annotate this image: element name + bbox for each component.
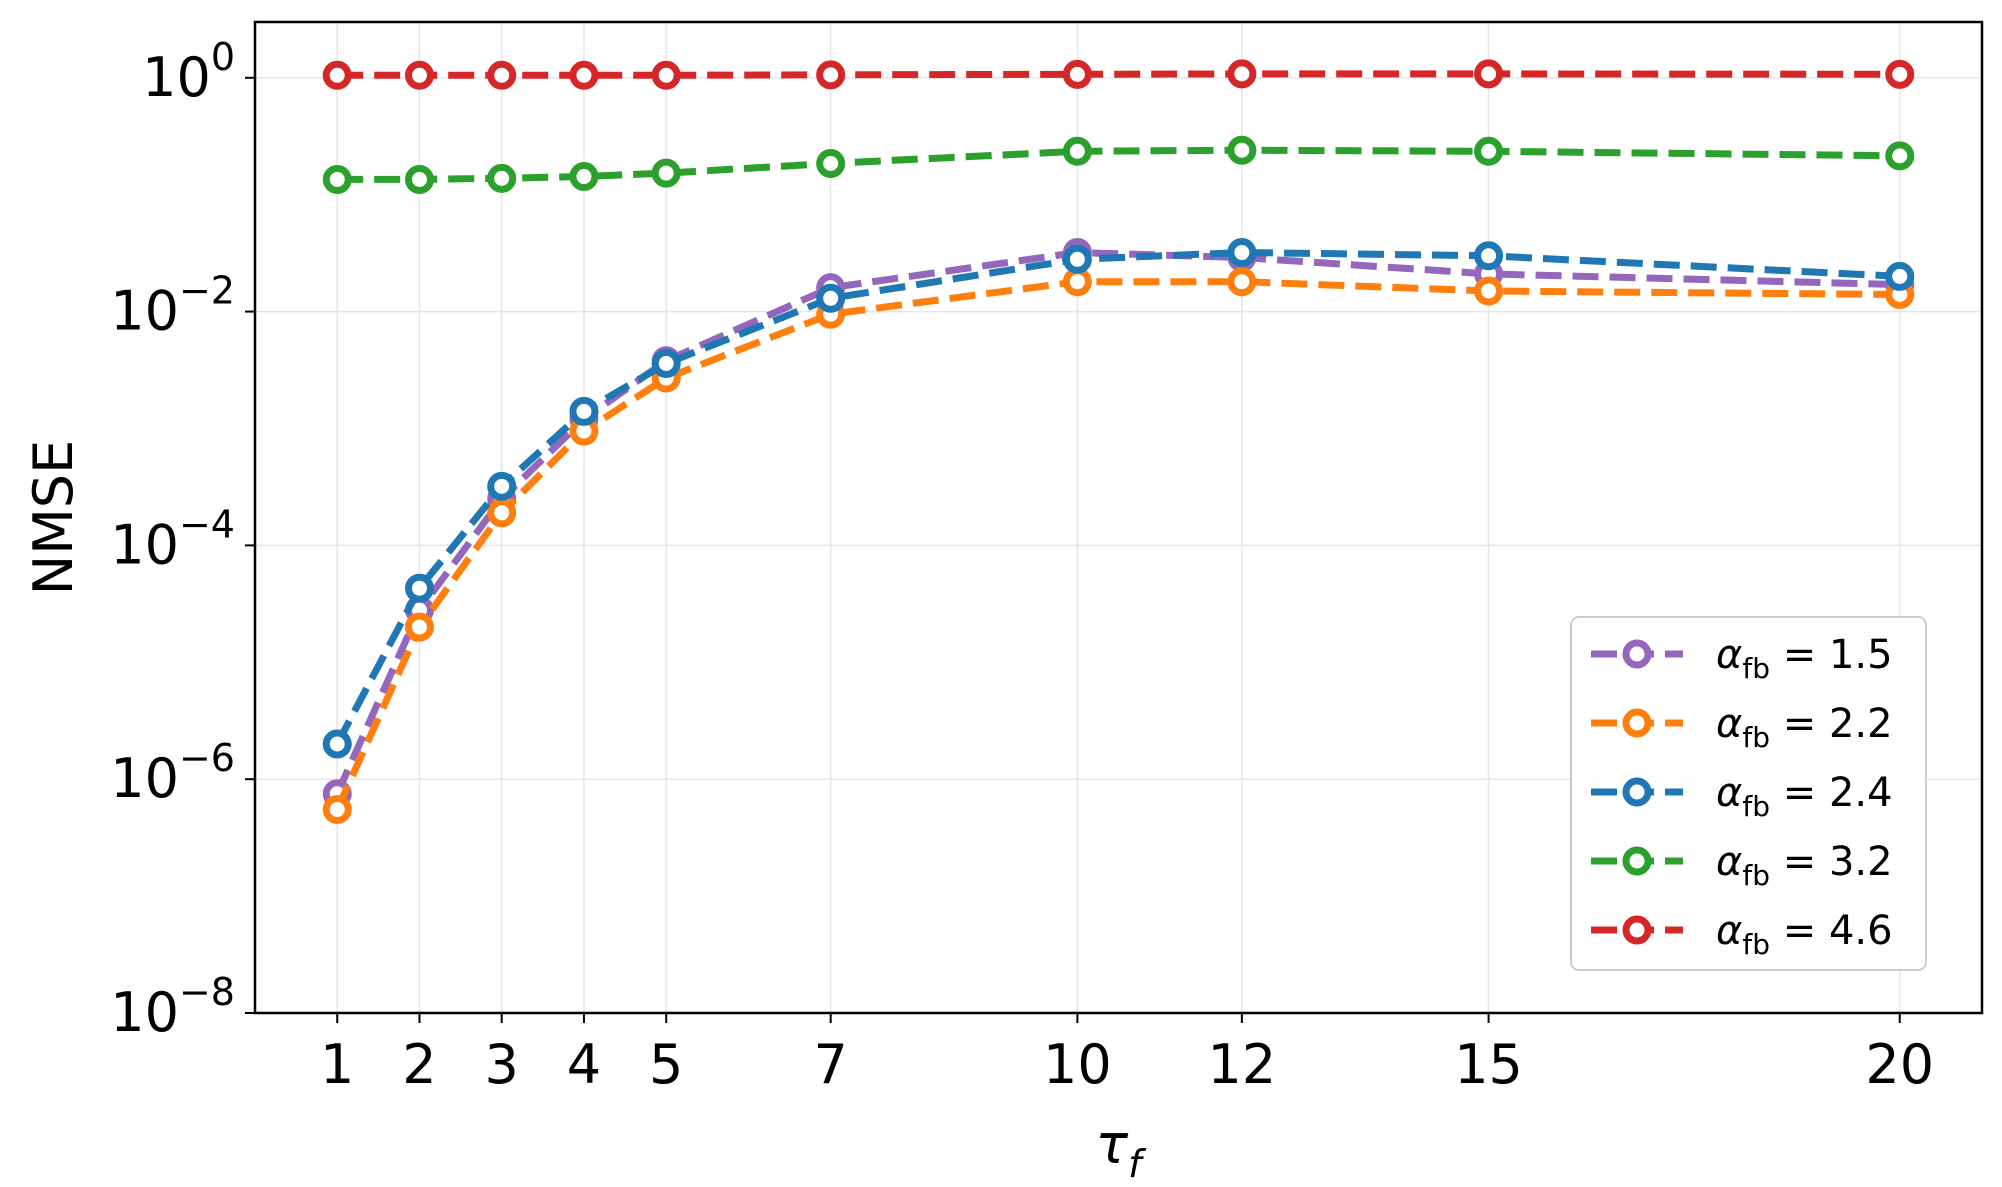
data-point (651, 158, 681, 188)
data-point (1062, 267, 1092, 297)
x-axis: 1 2 3 4 5 7 10 12 15 20 (320, 1013, 1934, 1096)
legend-label: αfb = 4.6 (1716, 908, 1893, 961)
legend: αfb = 1.5 αfb = 2.2 αfb = 2.4 αfb = 3.2 αfb … (1570, 616, 1927, 971)
x-axis-label-main: τ (1096, 1113, 1129, 1176)
data-point (1885, 59, 1915, 89)
data-point (487, 60, 517, 90)
legend-item: αfb = 1.5 (1591, 632, 1893, 685)
data-point (1474, 241, 1504, 271)
data-point (1062, 59, 1092, 89)
data-point (816, 148, 846, 178)
y-tick-label: 10−6 (110, 736, 235, 810)
data-point (651, 60, 681, 90)
data-point (1885, 261, 1915, 291)
data-point (569, 396, 599, 426)
x-tick-label: 15 (1454, 1033, 1523, 1096)
data-point (1062, 244, 1092, 274)
data-point (569, 162, 599, 192)
plot-frame (253, 20, 1984, 1015)
x-axis-label: τf (1096, 1113, 1148, 1186)
series-line (334, 249, 1900, 796)
x-tick-label: 20 (1865, 1033, 1934, 1096)
data-point (487, 163, 517, 193)
x-tick-label: 12 (1207, 1033, 1276, 1096)
x-tick-label: 5 (649, 1033, 683, 1096)
legend-item: αfb = 2.2 (1591, 701, 1893, 754)
legend-marker (1622, 846, 1652, 876)
data-point (487, 471, 517, 501)
data-point (1474, 136, 1504, 166)
data-point (404, 612, 434, 642)
series-line (334, 249, 1900, 746)
x-axis-label-sub: f (1128, 1142, 1147, 1186)
data-point (1474, 276, 1504, 306)
data-point (404, 573, 434, 603)
data-point (1227, 238, 1257, 268)
legend-marker (1622, 708, 1652, 738)
data-point (1062, 136, 1092, 166)
series-line (337, 146, 1900, 183)
legend-label: αfb = 1.5 (1716, 632, 1893, 685)
data-point (651, 348, 681, 378)
legend-label: αfb = 3.2 (1716, 839, 1893, 892)
y-tick-label: 10−8 (110, 970, 235, 1044)
y-axis-label: NMSE (22, 440, 85, 595)
legend-box (1570, 616, 1927, 971)
data-point (322, 164, 352, 194)
x-tick-label: 4 (567, 1033, 601, 1096)
data-point (1474, 59, 1504, 89)
series-4 (322, 135, 1915, 194)
series-5 (322, 59, 1915, 90)
y-tick-label: 10−2 (110, 269, 235, 343)
data-point (1227, 135, 1257, 165)
series-layer (322, 59, 1915, 825)
legend-marker (1622, 915, 1652, 945)
data-point (322, 795, 352, 825)
data-point (322, 729, 352, 759)
data-point (1227, 267, 1257, 297)
data-point (487, 498, 517, 528)
data-point (404, 60, 434, 90)
legend-marker (1622, 639, 1652, 669)
y-tick-label: 10−4 (110, 502, 235, 576)
legend-marker (1622, 777, 1652, 807)
data-point (1227, 59, 1257, 89)
data-point (322, 60, 352, 90)
x-tick-label: 10 (1043, 1033, 1112, 1096)
data-point (404, 164, 434, 194)
y-tick-label: 100 (142, 35, 235, 109)
data-point (1885, 141, 1915, 171)
data-point (569, 60, 599, 90)
series-line (334, 278, 1900, 811)
y-axis: 100 10−2 10−4 10−6 10−8 (110, 35, 255, 1044)
x-tick-label: 7 (813, 1033, 847, 1096)
legend-item: αfb = 4.6 (1591, 908, 1893, 961)
legend-item: αfb = 2.4 (1591, 770, 1893, 823)
x-tick-label: 1 (320, 1033, 354, 1096)
legend-label: αfb = 2.4 (1716, 770, 1893, 823)
legend-item: αfb = 3.2 (1591, 839, 1893, 892)
data-point (816, 60, 846, 90)
series-3 (322, 238, 1915, 759)
data-point (816, 283, 846, 313)
legend-label: αfb = 2.2 (1716, 701, 1893, 754)
x-tick-label: 2 (402, 1033, 436, 1096)
x-tick-label: 3 (485, 1033, 519, 1096)
series-line (337, 70, 1900, 79)
